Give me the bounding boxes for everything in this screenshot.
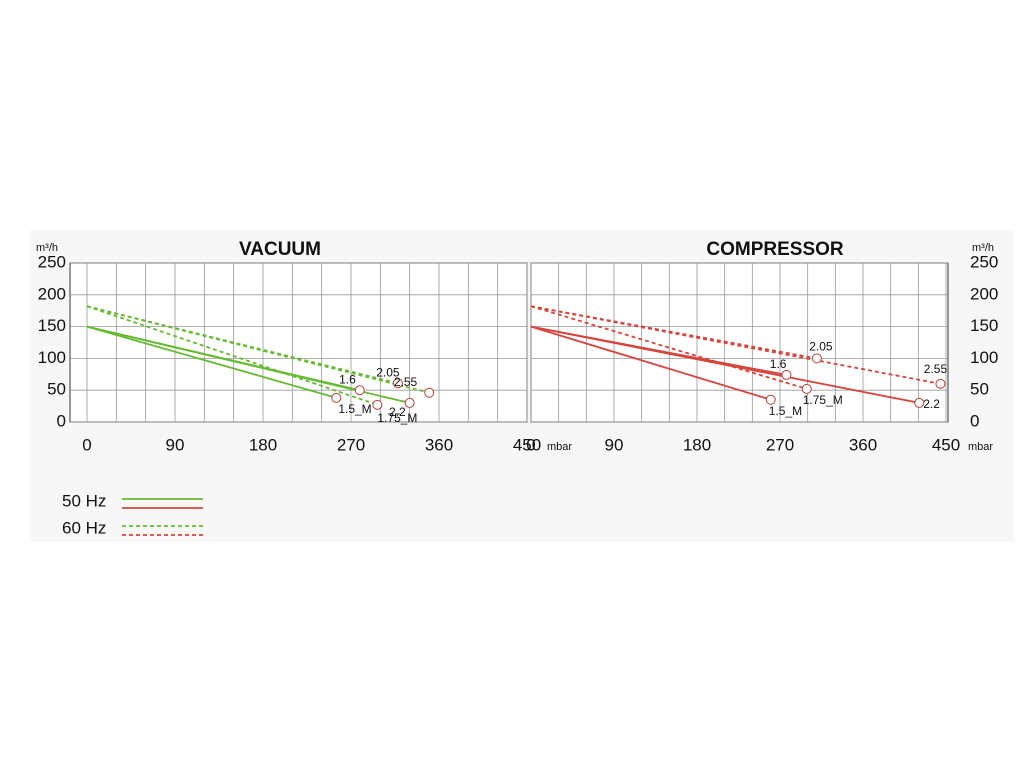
x-tick-label: 0 [82, 435, 91, 454]
y-tick-label: 150 [970, 316, 998, 335]
y-tick-label: 0 [57, 411, 66, 430]
point-marker [392, 378, 403, 389]
x-tick-label: 270 [337, 435, 365, 454]
y-tick-label: 0 [970, 411, 979, 430]
y-tick-label: 200 [38, 284, 66, 303]
y-unit: m³/h [36, 242, 58, 254]
x-tick-label: 360 [849, 435, 877, 454]
point-label: 2.55 [924, 362, 948, 376]
point-label: 1.5_M [769, 404, 802, 418]
x-tick-label: 0 [526, 435, 535, 454]
x-tick-label: 180 [683, 435, 711, 454]
chart-title: COMPRESSOR [706, 239, 844, 260]
legend-label: 50 Hz [62, 491, 106, 510]
point-label: 1.6 [339, 372, 356, 386]
point-marker [811, 353, 822, 364]
x-tick-label: 180 [249, 435, 277, 454]
y-tick-label: 250 [38, 252, 66, 271]
point-marker [404, 397, 415, 408]
y-unit: m³/h [972, 242, 994, 254]
y-tick-label: 250 [970, 252, 998, 271]
series-line [86, 325, 337, 399]
series-line [530, 325, 772, 401]
point-label: 2.55 [394, 375, 418, 389]
point-marker [935, 378, 946, 389]
y-tick-label: 100 [970, 348, 998, 367]
x-tick-label: 270 [766, 435, 794, 454]
point-marker [765, 394, 776, 405]
series-line [86, 305, 399, 385]
point-marker [372, 399, 383, 410]
legend-label: 60 Hz [62, 518, 106, 537]
point-label: 1.5_M [338, 402, 371, 416]
x-unit: mbar [968, 441, 993, 453]
x-tick-label: 90 [166, 435, 185, 454]
y-tick-label: 50 [47, 380, 66, 399]
point-label: 2.2 [389, 405, 406, 419]
x-tick-label: 450 [513, 435, 541, 454]
series-line [530, 305, 808, 390]
point-marker [781, 369, 792, 380]
point-label: 1.75_M [377, 411, 417, 425]
point-label: 2.2 [923, 397, 940, 411]
point-label: 2.05 [809, 340, 833, 354]
point-marker [801, 383, 812, 394]
y-tick-label: 50 [970, 380, 989, 399]
point-marker [424, 387, 435, 398]
y-tick-label: 150 [38, 316, 66, 335]
plot-area [69, 262, 528, 423]
point-marker [331, 392, 342, 403]
x-unit: mbar [547, 441, 572, 453]
chart-title: VACUUM [239, 239, 321, 260]
x-tick-label: 450 [932, 435, 960, 454]
point-label: 2.05 [376, 365, 400, 379]
x-tick-label: 90 [605, 435, 624, 454]
y-tick-label: 100 [38, 348, 66, 367]
point-marker [354, 385, 365, 396]
plot-area [530, 262, 949, 423]
y-tick-label: 200 [970, 284, 998, 303]
point-marker [914, 397, 925, 408]
point-label: 1.6 [770, 357, 787, 371]
series-line [86, 305, 430, 394]
series-line [530, 325, 920, 404]
x-tick-label: 360 [425, 435, 453, 454]
series-line [86, 305, 378, 406]
point-label: 1.75_M [803, 393, 843, 407]
